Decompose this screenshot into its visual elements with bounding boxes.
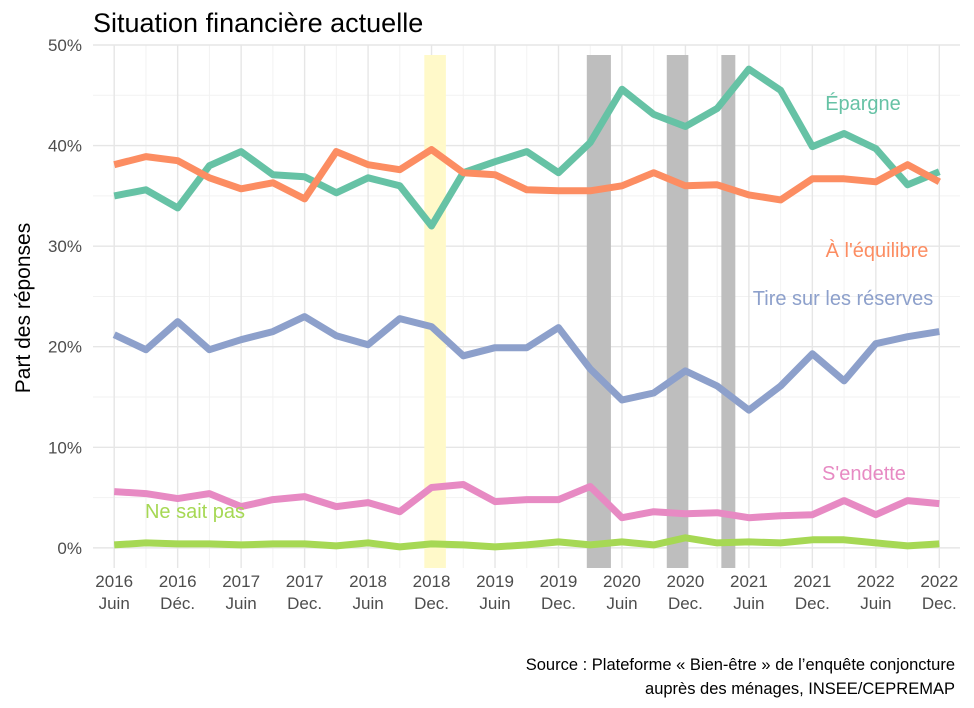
- x-tick-month: Dec.: [541, 594, 576, 613]
- x-tick-year: 2020: [667, 572, 705, 591]
- y-tick-label: 50%: [48, 36, 82, 55]
- series-lines: [112, 65, 941, 551]
- x-tick-month: Dec.: [287, 594, 322, 613]
- x-tick-year: 2019: [540, 572, 578, 591]
- x-tick-year: 2021: [730, 572, 768, 591]
- x-tick-month: Juin: [479, 594, 510, 613]
- y-tick-label: 0%: [57, 539, 82, 558]
- series-line: [113, 65, 941, 230]
- y-tick-label: 30%: [48, 237, 82, 256]
- series-line: [113, 481, 940, 522]
- highlight-band: [666, 55, 689, 568]
- x-tick-month: Juin: [860, 594, 891, 613]
- x-tick-year: 2020: [603, 572, 641, 591]
- x-tick-year: 2019: [476, 572, 514, 591]
- x-tick-year: 2022: [857, 572, 895, 591]
- x-tick-month: Juin: [606, 594, 637, 613]
- x-tick-year: 2016: [159, 572, 197, 591]
- x-tick-month: Déc.: [160, 594, 195, 613]
- y-axis-label: Part des réponses: [12, 223, 35, 393]
- y-tick-label: 40%: [48, 137, 82, 156]
- caption-line-2: auprès des ménages, INSEE/CEPREMAP: [645, 680, 955, 698]
- highlight-band: [721, 55, 736, 568]
- x-tick-month: Juin: [99, 594, 130, 613]
- y-axis-ticks: 0% 10% 20% 30% 40% 50%: [48, 36, 82, 558]
- y-tick-label: 20%: [48, 338, 82, 357]
- x-tick-month: Dec.: [414, 594, 449, 613]
- highlight-bands: [424, 55, 736, 568]
- series-line: [112, 313, 940, 414]
- x-tick-month: Dec.: [795, 594, 830, 613]
- series-label-equilibre: À l'équilibre: [826, 239, 929, 262]
- x-tick-year: 2017: [286, 572, 324, 591]
- x-tick-year: 2018: [349, 572, 387, 591]
- series-line: [113, 146, 941, 204]
- x-axis-ticks: 2016 Juin 2016 Déc. 2017 Juin 2017 Dec. 2018 Juin…: [95, 572, 958, 613]
- series-label-ne-sait-pas: Ne sait pas: [145, 501, 245, 523]
- x-tick-month: Dec.: [922, 594, 957, 613]
- x-tick-month: Juin: [352, 594, 383, 613]
- series-line: [113, 534, 940, 551]
- x-tick-month: Dec.: [668, 594, 703, 613]
- x-tick-month: Juin: [733, 594, 764, 613]
- x-tick-year: 2017: [222, 572, 260, 591]
- x-tick-year: 2022: [920, 572, 958, 591]
- x-tick-year: 2018: [413, 572, 451, 591]
- chart-title: Situation financière actuelle: [93, 8, 423, 38]
- caption-line-1: Source : Plateforme « Bien-être » de l’e…: [526, 656, 955, 674]
- x-tick-year: 2016: [95, 572, 133, 591]
- series-label-reserves: Tire sur les réserves: [753, 288, 933, 310]
- x-tick-month: Juin: [226, 594, 257, 613]
- series-label-epargne: Épargne: [825, 92, 901, 115]
- x-tick-year: 2021: [793, 572, 831, 591]
- series-label-endette: S'endette: [822, 463, 906, 485]
- y-tick-label: 10%: [48, 438, 82, 457]
- highlight-band: [424, 55, 446, 568]
